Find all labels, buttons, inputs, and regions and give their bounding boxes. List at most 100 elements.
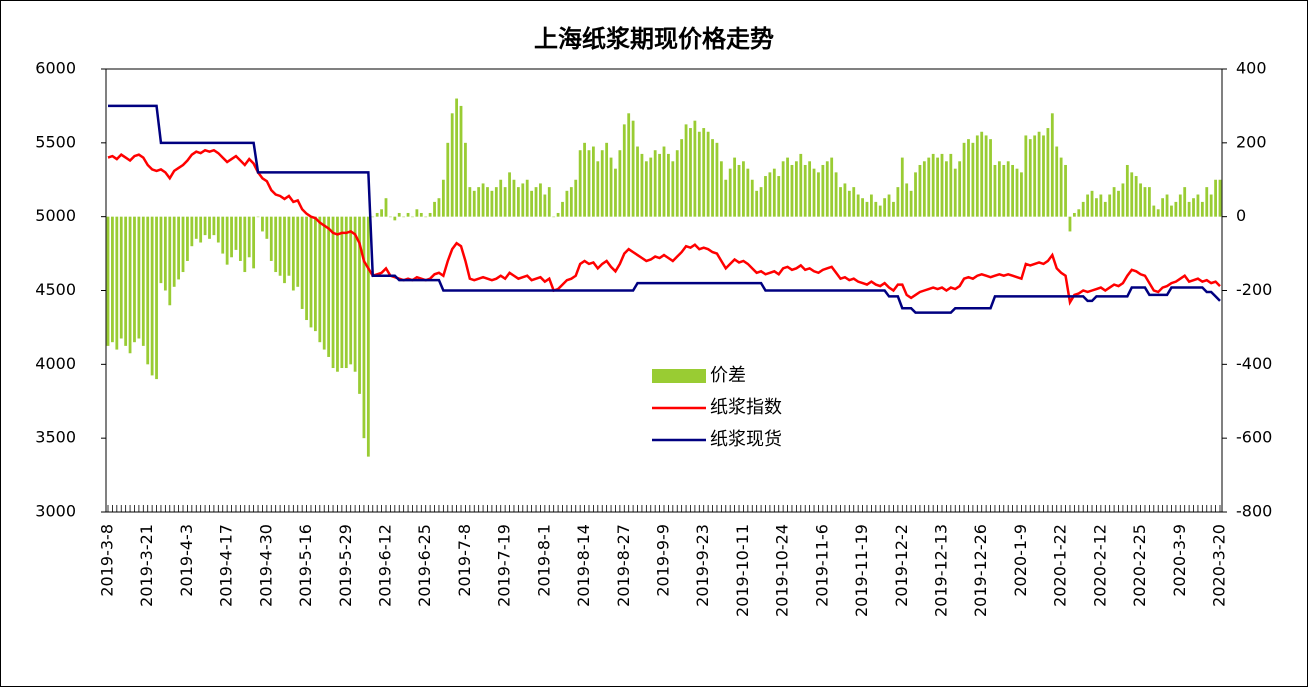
x-tick-label: 2020-3-9: [1170, 524, 1189, 597]
bar: [141, 216, 145, 346]
legend-label: 纸浆现货: [710, 429, 782, 450]
bar: [680, 139, 684, 217]
x-tick-label: 2020-2-25: [1130, 524, 1149, 607]
bar: [1046, 128, 1050, 217]
bar: [512, 179, 516, 217]
bar: [596, 161, 600, 217]
bar: [137, 216, 141, 339]
bar: [305, 216, 308, 321]
bar: [534, 187, 538, 217]
bar: [1165, 194, 1169, 217]
bar: [172, 216, 176, 287]
bar: [450, 113, 454, 217]
bar: [234, 216, 238, 250]
bar: [671, 161, 675, 217]
bar: [419, 212, 423, 217]
bar: [190, 216, 194, 247]
bar: [799, 153, 803, 217]
bar: [1152, 205, 1156, 217]
bar: [133, 216, 136, 343]
bar: [441, 179, 445, 217]
bar: [803, 164, 807, 217]
bar: [892, 201, 895, 217]
bar: [591, 146, 595, 217]
bar: [565, 190, 569, 217]
bar: [1077, 209, 1081, 217]
bar: [794, 161, 798, 217]
bar: [940, 153, 944, 217]
bar: [693, 120, 697, 217]
bar: [1015, 168, 1019, 217]
bar: [1011, 164, 1015, 217]
bar: [839, 187, 842, 217]
bar: [327, 216, 331, 357]
bar: [318, 216, 322, 343]
bar: [1214, 179, 1217, 217]
bar: [252, 216, 256, 269]
bar: [1108, 194, 1112, 217]
bar: [146, 216, 150, 365]
bar: [1121, 183, 1125, 217]
bar: [772, 168, 776, 217]
bar: [521, 183, 525, 217]
bar: [653, 150, 657, 217]
bar: [768, 172, 772, 217]
bar: [199, 216, 203, 243]
bar: [322, 216, 326, 350]
bar: [1020, 172, 1023, 217]
bar: [371, 216, 375, 218]
bar: [1187, 201, 1191, 217]
bar: [989, 139, 992, 217]
x-tick-label: 2019-7-8: [455, 524, 474, 597]
line: [108, 104, 1221, 314]
bar: [278, 216, 282, 276]
bar: [614, 168, 617, 217]
x-tick-label: 2019-12-13: [932, 524, 951, 617]
bar: [578, 150, 582, 217]
bar: [556, 212, 560, 217]
bar: [313, 216, 317, 332]
bar: [1147, 187, 1151, 217]
x-tick-label: 2019-10-11: [733, 524, 752, 617]
x-tick-label: 2019-12-2: [892, 524, 911, 607]
x-tick-label: 2020-1-22: [1051, 524, 1070, 607]
bar: [1112, 187, 1116, 217]
x-tick-label: 2019-8-1: [534, 524, 553, 597]
bar: [887, 194, 891, 217]
bar: [503, 187, 507, 217]
bar: [353, 216, 357, 372]
x-tick-label: 2019-5-29: [336, 524, 355, 607]
bar: [1068, 216, 1072, 232]
bar: [896, 187, 900, 217]
bar: [424, 216, 428, 218]
bar: [464, 142, 467, 217]
bar: [1130, 172, 1134, 217]
bar: [631, 120, 635, 217]
bar: [274, 216, 278, 273]
x-tick-label: 2019-5-16: [296, 524, 315, 607]
x-tick-label: 2019-4-3: [177, 524, 196, 597]
bar: [344, 216, 348, 369]
bar: [667, 153, 670, 217]
bar: [649, 157, 653, 217]
bar: [883, 198, 887, 217]
bar: [296, 216, 300, 287]
bar: [905, 183, 909, 217]
bar: [1090, 190, 1094, 217]
x-tick-label: 2019-9-9: [654, 524, 673, 597]
bar: [177, 216, 181, 280]
bar: [706, 131, 710, 217]
bar: [583, 142, 586, 217]
bar: [516, 187, 520, 217]
bar: [380, 209, 383, 217]
bar: [945, 161, 948, 217]
bar: [111, 216, 114, 343]
bar: [781, 161, 785, 217]
bar: [543, 194, 547, 217]
bar: [1161, 198, 1165, 217]
bar: [909, 190, 913, 217]
bar: [962, 142, 966, 217]
bar: [1134, 176, 1138, 217]
bar: [1055, 146, 1059, 217]
bar: [812, 168, 816, 217]
